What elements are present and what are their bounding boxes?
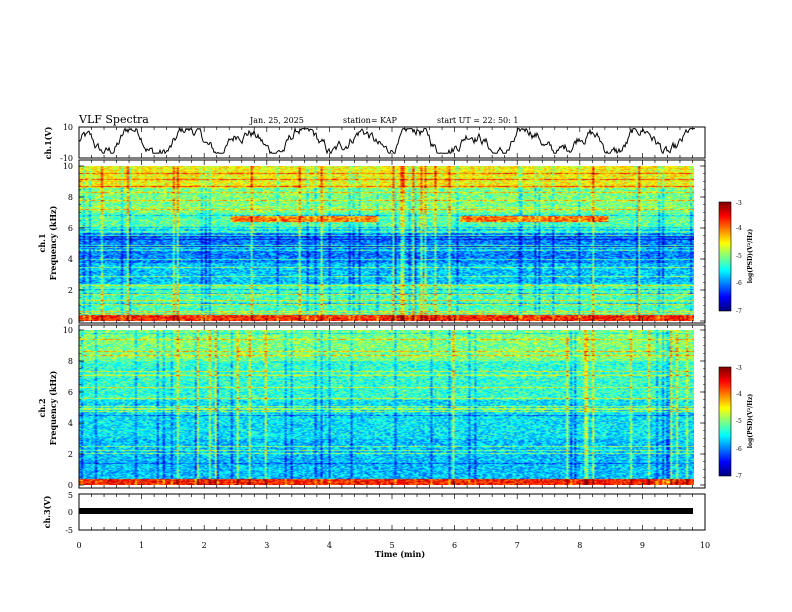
- time-tick-label: 9: [640, 541, 645, 550]
- ch1-spectrogram-xticks: [78, 160, 706, 323]
- freq-tick-label: 0: [68, 481, 73, 490]
- time-tick-label: 2: [202, 541, 207, 550]
- ch2-spectrogram-ylabel-freq: Frequency (kHz): [48, 370, 58, 445]
- ch3-ytick-bottom: -5: [65, 526, 73, 535]
- ch1-cb-tick-m3: -3: [736, 200, 742, 207]
- time-tick-label: 5: [389, 541, 394, 550]
- ch1-waveform-line: [78, 126, 695, 155]
- ch1-spectrogram-heatmap: [79, 166, 694, 321]
- ch3-waveform-panel: 5 0 -5 ch.3(V): [42, 491, 706, 535]
- ch1-cb-tick-m4: -4: [736, 225, 742, 232]
- ch1-colorbar-gradient: [719, 202, 731, 311]
- ch2-colorbar: -3 -4 -5 -6 -7 log(PSD)(V²/Hz): [718, 365, 754, 480]
- time-tick-label: 7: [515, 541, 520, 550]
- time-tick-label: 3: [264, 541, 269, 550]
- freq-tick-label: 2: [68, 286, 73, 295]
- ch1-colorbar-label: log(PSD)(V²/Hz): [747, 229, 754, 284]
- station-label: station= KAP: [343, 116, 398, 125]
- figure-title: VLF Spectra: [78, 113, 149, 126]
- freq-tick-label: 8: [68, 357, 73, 366]
- ch3-ytick-top: 5: [68, 491, 73, 500]
- ch2-spectrogram-heatmap: [79, 330, 694, 485]
- ch2-colorbar-label: log(PSD)(V²/Hz): [747, 394, 754, 449]
- ch3-ylabel: ch.3(V): [42, 495, 52, 528]
- ch1-colorbar: -3 -4 -5 -6 -7 log(PSD)(V²/Hz): [718, 200, 754, 315]
- ch2-colorbar-frame: [718, 366, 732, 477]
- ch2-cb-tick-m6: -6: [736, 446, 742, 453]
- freq-tick-label: 10: [63, 326, 73, 335]
- freq-tick-label: 10: [63, 162, 73, 171]
- ch1-ylabel: ch.1(V): [43, 126, 53, 159]
- time-tick-label: 8: [577, 541, 582, 550]
- ch3-waveform-band: [79, 508, 693, 514]
- ch1-waveform-ticks: [78, 127, 706, 158]
- ch2-cb-tick-m4: -4: [736, 391, 742, 398]
- ch2-spectrogram-yticks: 0 2 4 6 8 10: [63, 326, 705, 490]
- ch1-spectrogram-ylabel-ch: ch.1: [37, 233, 47, 252]
- freq-tick-label: 6: [68, 224, 73, 233]
- time-axis-label: Time (min): [375, 549, 425, 559]
- ch2-spectrogram-ylabel-ch: ch.2: [37, 398, 47, 417]
- ch2-spectrogram-xticks: [78, 325, 706, 488]
- freq-tick-label: 6: [68, 388, 73, 397]
- ch1-spectrogram-ylabel-freq: Frequency (kHz): [48, 205, 58, 280]
- start-time-label: start UT = 22: 50: 1: [437, 116, 518, 125]
- ch1-cb-tick-m6: -6: [736, 280, 742, 287]
- ch2-colorbar-gradient: [719, 367, 731, 476]
- freq-tick-label: 0: [68, 317, 73, 326]
- ch2-cb-tick-m7: -7: [736, 473, 742, 480]
- ch2-cb-tick-m3: -3: [736, 365, 742, 372]
- freq-tick-label: 4: [68, 255, 73, 264]
- ch1-cb-tick-m7: -7: [736, 308, 742, 315]
- time-tick-label: 0: [76, 541, 81, 550]
- time-tick-label: 4: [327, 541, 332, 550]
- ch1-ytick-top: 10: [63, 123, 73, 132]
- freq-tick-label: 8: [68, 193, 73, 202]
- ch1-colorbar-frame: [718, 201, 732, 312]
- ch2-cb-tick-m5: -5: [736, 418, 742, 425]
- time-tick-label: 10: [700, 541, 710, 550]
- time-tick-label: 6: [452, 541, 457, 550]
- ch2-spectrogram-panel: 0 2 4 6 8 10 ch.2 Frequency (kHz): [37, 324, 706, 490]
- freq-tick-label: 2: [68, 450, 73, 459]
- ch1-ytick-bottom: -10: [60, 154, 73, 163]
- time-axis-tick-labels: 0 1 2 3 4 5 6 7 8 9 10: [76, 541, 710, 550]
- ch1-waveform-panel: 10 -10 ch.1(V): [43, 123, 706, 163]
- ch1-spectrogram-panel: 0 2 4 6 8 10 ch.1 Frequency (kHz): [37, 159, 706, 326]
- ch3-waveform-ticks: [78, 494, 706, 530]
- time-tick-label: 1: [139, 541, 144, 550]
- freq-tick-label: 4: [68, 419, 73, 428]
- date-label: Jan. 25, 2025: [249, 116, 304, 125]
- ch3-ytick-mid: 0: [68, 508, 73, 517]
- ch1-cb-tick-m5: -5: [736, 253, 742, 260]
